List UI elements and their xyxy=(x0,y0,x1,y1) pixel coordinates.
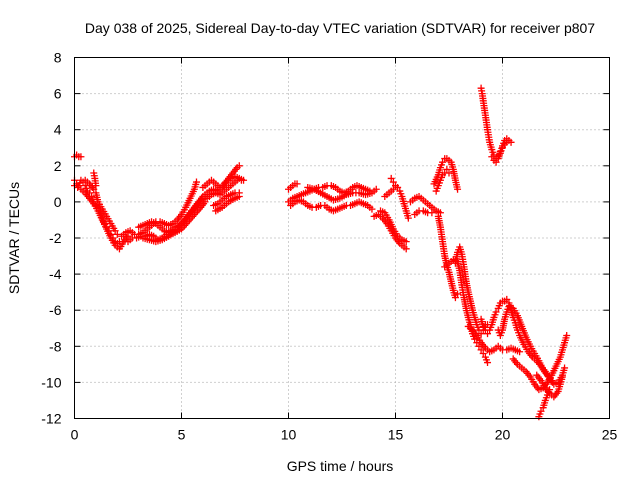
data-point xyxy=(454,290,462,298)
data-point xyxy=(389,178,397,186)
x-tick-label: 15 xyxy=(388,427,404,443)
y-tick-label: -2 xyxy=(49,230,62,246)
data-point xyxy=(477,346,485,354)
data-point xyxy=(240,176,248,184)
y-tick-label: -6 xyxy=(49,302,62,318)
data-point xyxy=(503,135,511,143)
y-tick-label: -12 xyxy=(41,411,61,427)
y-tick-label: -4 xyxy=(49,266,62,282)
data-point xyxy=(488,153,496,161)
x-tick-label: 25 xyxy=(602,427,618,443)
data-point xyxy=(484,330,492,338)
data-point xyxy=(454,185,462,193)
data-point xyxy=(368,205,376,213)
data-point xyxy=(235,162,243,170)
x-axis-title: GPS time / hours xyxy=(287,458,394,474)
data-point xyxy=(428,209,436,217)
data-point xyxy=(192,178,200,186)
data-point xyxy=(563,331,571,339)
data-point xyxy=(479,350,487,358)
y-axis-title: SDTVAR / TECUs xyxy=(6,182,22,294)
y-tick-label: 8 xyxy=(54,50,62,66)
y-tick-label: 2 xyxy=(54,158,62,174)
data-point xyxy=(484,359,492,367)
data-markers xyxy=(71,84,571,421)
data-point xyxy=(436,209,444,217)
data-point xyxy=(113,230,121,238)
x-tick-label: 10 xyxy=(281,427,297,443)
data-point xyxy=(503,295,511,303)
data-point xyxy=(392,182,399,190)
data-point xyxy=(546,386,554,394)
data-point xyxy=(92,182,100,190)
x-tick-label: 5 xyxy=(178,427,186,443)
data-point xyxy=(492,158,500,166)
data-point xyxy=(561,364,569,372)
data-point xyxy=(77,153,85,161)
data-point xyxy=(111,227,119,235)
y-tick-label: 4 xyxy=(54,122,62,138)
data-point xyxy=(492,308,500,316)
y-tick-label: 0 xyxy=(54,194,62,210)
data-point xyxy=(558,373,566,381)
data-point xyxy=(443,165,451,173)
data-point xyxy=(235,192,243,200)
data-point xyxy=(479,322,487,330)
data-point xyxy=(90,185,98,193)
y-tick-label: 6 xyxy=(54,86,62,102)
data-point xyxy=(389,185,397,193)
data-point xyxy=(402,238,410,246)
data-point xyxy=(451,294,459,302)
data-point xyxy=(402,245,410,253)
data-point xyxy=(516,348,524,356)
data-point xyxy=(387,174,395,182)
data-point xyxy=(439,158,447,166)
data-point xyxy=(507,138,515,146)
chart-title: Day 038 of 2025, Sidereal Day-to-day VTE… xyxy=(85,20,595,36)
x-tick-label: 0 xyxy=(71,427,79,443)
y-tick-label: -8 xyxy=(49,338,62,354)
data-point xyxy=(471,335,479,343)
data-point xyxy=(293,180,301,188)
data-point xyxy=(372,185,380,193)
data-point xyxy=(537,407,545,415)
data-point xyxy=(404,214,412,222)
y-tick-label: -10 xyxy=(41,374,61,390)
x-tick-label: 20 xyxy=(495,427,511,443)
data-point xyxy=(201,198,209,206)
data-point xyxy=(445,169,453,177)
